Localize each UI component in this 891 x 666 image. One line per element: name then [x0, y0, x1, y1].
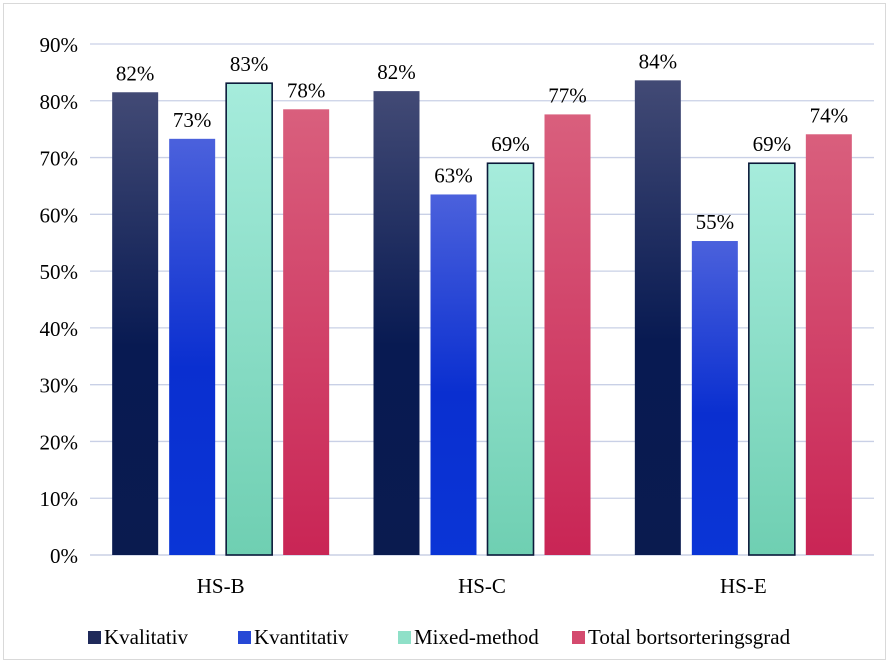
y-tick-label: 40%	[40, 317, 79, 341]
bar-chart: 0% 10% 20% 30% 40% 50% 60% 70% 80% 90% 82% 73% 83% 7…	[40, 33, 874, 649]
legend-swatch	[398, 631, 411, 644]
data-label: 78%	[287, 78, 326, 102]
bar-kvalitativ-hs-b	[112, 92, 159, 555]
data-labels: 82% 73% 83% 78% 82% 63% 69% 77% 84% 55% 69% 74%	[116, 49, 848, 234]
bar-kvantitativ-hs-c	[430, 194, 477, 555]
y-tick-label: 0%	[50, 544, 78, 568]
x-tick-label: HS-C	[458, 574, 506, 598]
y-tick-label: 20%	[40, 430, 79, 454]
bar-kvantitativ-hs-e	[691, 241, 738, 555]
x-axis-ticks: HS-B HS-C HS-E	[197, 574, 767, 598]
y-tick-label: 70%	[40, 147, 79, 171]
bar-mixed-method-hs-c	[486, 162, 535, 556]
bar-kvalitativ-hs-c	[373, 91, 420, 556]
legend-swatch	[572, 631, 585, 644]
legend-label: Kvantitativ	[254, 625, 349, 649]
data-label: 82%	[377, 60, 416, 84]
y-tick-label: 30%	[40, 374, 79, 398]
y-tick-label: 50%	[40, 260, 79, 284]
legend-swatch	[88, 631, 101, 644]
bar-total-bortsorteringsgrad-hs-c	[544, 114, 591, 555]
bar-kvantitativ-hs-b	[169, 138, 216, 555]
data-label: 82%	[116, 61, 155, 85]
legend-label: Total bortsorteringsgrad	[588, 625, 791, 649]
data-label: 74%	[810, 103, 849, 127]
data-label: 84%	[639, 49, 678, 73]
chart-frame: 0% 10% 20% 30% 40% 50% 60% 70% 80% 90% 82% 73% 83% 7…	[3, 3, 886, 660]
y-tick-label: 60%	[40, 203, 79, 227]
data-label: 63%	[434, 163, 473, 187]
data-label: 55%	[696, 210, 735, 234]
x-tick-label: HS-B	[197, 574, 245, 598]
x-tick-label: HS-E	[720, 574, 767, 598]
y-tick-label: 10%	[40, 487, 79, 511]
y-axis-ticks: 0% 10% 20% 30% 40% 50% 60% 70% 80% 90%	[40, 33, 79, 568]
bar-kvalitativ-hs-e	[634, 80, 681, 556]
legend-label: Mixed-method	[414, 625, 539, 649]
data-label: 77%	[548, 83, 587, 107]
data-label: 69%	[753, 132, 792, 156]
bar-total-bortsorteringsgrad-hs-b	[283, 109, 330, 556]
bar-total-bortsorteringsgrad-hs-e	[805, 134, 852, 555]
y-tick-label: 80%	[40, 90, 79, 114]
gridlines	[90, 43, 874, 556]
legend: Kvalitativ Kvantitativ Mixed-method Total b…	[88, 625, 791, 649]
legend-swatch	[238, 631, 251, 644]
bars	[112, 80, 852, 556]
legend-label: Kvalitativ	[104, 625, 188, 649]
bar-mixed-method-hs-e	[748, 162, 796, 556]
y-tick-label: 90%	[40, 33, 79, 57]
data-label: 83%	[230, 52, 269, 76]
data-label: 73%	[173, 108, 212, 132]
bar-mixed-method-hs-b	[225, 82, 273, 556]
data-label: 69%	[491, 132, 530, 156]
